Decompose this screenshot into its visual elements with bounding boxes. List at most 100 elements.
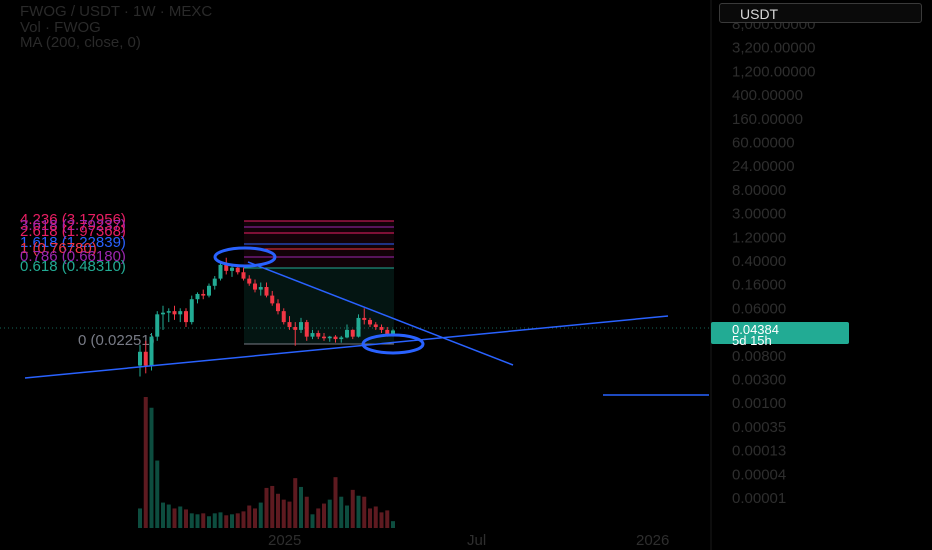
fib-level-label: 0 (0.02251) — [78, 332, 155, 349]
candle-body[interactable] — [235, 267, 240, 273]
volume-bar — [143, 397, 148, 528]
price-axis-label: 60.00000 — [732, 135, 795, 152]
price-axis-label: 0.00035 — [732, 419, 786, 436]
volume-bar — [253, 508, 257, 528]
candle-body[interactable] — [281, 311, 286, 323]
resistance-trendline[interactable] — [247, 261, 514, 366]
candle-body[interactable] — [339, 337, 344, 340]
candle-body[interactable] — [276, 303, 280, 312]
candle-body[interactable] — [304, 322, 309, 337]
last-price-value: 0.04384 — [732, 322, 779, 337]
volume-legend: Vol · FWOG — [20, 18, 101, 36]
price-axis-label: 24.00000 — [732, 158, 795, 175]
volume-bar — [327, 499, 332, 528]
price-axis-label: 1,200.00000 — [732, 63, 815, 80]
volume-bar — [247, 505, 252, 528]
volume-bar — [258, 502, 263, 528]
price-axis-label: 1.20000 — [732, 229, 786, 246]
volume-bar — [281, 499, 286, 528]
volume-bar — [333, 477, 338, 528]
candle-body[interactable] — [138, 351, 142, 366]
candle-body[interactable] — [310, 333, 315, 337]
candle-body[interactable] — [345, 329, 349, 338]
price-axis-label: 0.00013 — [732, 443, 786, 460]
volume-bar — [264, 487, 269, 528]
candle-body[interactable] — [184, 311, 188, 323]
price-axis-label: 0.00800 — [732, 348, 786, 365]
candle-body[interactable] — [356, 317, 361, 337]
candle-body[interactable] — [155, 314, 160, 337]
candle-body[interactable] — [327, 336, 332, 339]
candle-body[interactable] — [368, 319, 372, 325]
candle-body[interactable] — [333, 336, 338, 340]
volume-bar — [230, 514, 234, 528]
candle-body[interactable] — [316, 333, 321, 337]
candle-body[interactable] — [253, 283, 257, 290]
candle-body[interactable] — [270, 295, 275, 304]
currency-button[interactable]: USDT — [719, 3, 922, 23]
support-trendline[interactable] — [24, 315, 669, 379]
price-axis-label: 0.00001 — [732, 490, 786, 507]
candle-body[interactable] — [391, 330, 395, 335]
candle-body[interactable] — [189, 299, 194, 323]
candle-body[interactable] — [385, 329, 390, 335]
candle-body[interactable] — [362, 317, 367, 320]
volume-bar — [207, 516, 211, 528]
volume-bar — [287, 501, 292, 528]
price-axis-label: 0.16000 — [732, 277, 786, 294]
price-axis-label: 3.00000 — [732, 206, 786, 223]
candle-body[interactable] — [195, 293, 200, 300]
bar-countdown: 5d 15h — [732, 333, 772, 348]
candle-body[interactable] — [172, 311, 177, 315]
candle-body[interactable] — [247, 278, 252, 284]
candle-body[interactable] — [264, 287, 269, 296]
candle-body[interactable] — [166, 311, 171, 313]
volume-bar — [178, 506, 183, 528]
fib-level-label: 4.236 (3.17956) — [20, 211, 126, 228]
volume-bar — [218, 512, 223, 528]
candle-body[interactable] — [241, 272, 246, 279]
volume-bar — [304, 496, 309, 528]
volume-bar — [184, 509, 188, 528]
volume-bar — [241, 511, 246, 528]
candle-body[interactable] — [212, 278, 217, 286]
candle-body[interactable] — [379, 327, 384, 330]
candle-body[interactable] — [373, 324, 378, 328]
fib-level-label: 0.618 (0.48310) — [20, 258, 126, 275]
candle-body[interactable] — [350, 329, 355, 337]
candle-body[interactable] — [218, 264, 223, 279]
candle-body[interactable] — [287, 322, 292, 328]
volume-bar — [149, 407, 154, 528]
bottom-highlight-ellipse[interactable] — [361, 333, 425, 355]
candle-body[interactable] — [201, 293, 206, 296]
candle-body[interactable] — [224, 264, 229, 271]
volume-bar — [368, 508, 372, 528]
candle-body[interactable] — [322, 336, 326, 339]
volume-bar — [350, 489, 355, 528]
time-axis-label: 2026 — [636, 532, 669, 549]
top-highlight-ellipse[interactable] — [213, 246, 277, 268]
volume-bar — [339, 496, 344, 528]
time-axis-label: 2025 — [268, 532, 301, 549]
volume-bar — [316, 508, 321, 528]
fib-level-label: 2.618 (1.97368) — [20, 223, 126, 240]
candle-body[interactable] — [299, 322, 303, 330]
chart-legend: FWOG / USDT · 1W · MEXC Vol · FWOG MA (2… — [20, 4, 212, 51]
fib-level-label: 0.786 (0.66180) — [20, 248, 126, 265]
candle-body[interactable] — [230, 267, 234, 271]
price-axis-label: 160.00000 — [732, 111, 803, 128]
candle-body[interactable] — [149, 336, 154, 366]
candle-body[interactable] — [178, 311, 183, 315]
candle-body[interactable] — [293, 327, 298, 330]
candle-body[interactable] — [258, 287, 263, 290]
volume-bar — [345, 505, 349, 528]
candle-body[interactable] — [161, 312, 165, 315]
volume-bar — [293, 478, 298, 528]
price-axis-label: 0.00300 — [732, 372, 786, 389]
candle-body[interactable] — [207, 285, 211, 296]
candle-body[interactable] — [143, 351, 148, 366]
fib-level-label: 1 (0.76780) — [20, 240, 97, 257]
volume-bar — [212, 513, 217, 528]
symbol-title: FWOG / USDT · 1W · MEXC — [20, 3, 213, 20]
